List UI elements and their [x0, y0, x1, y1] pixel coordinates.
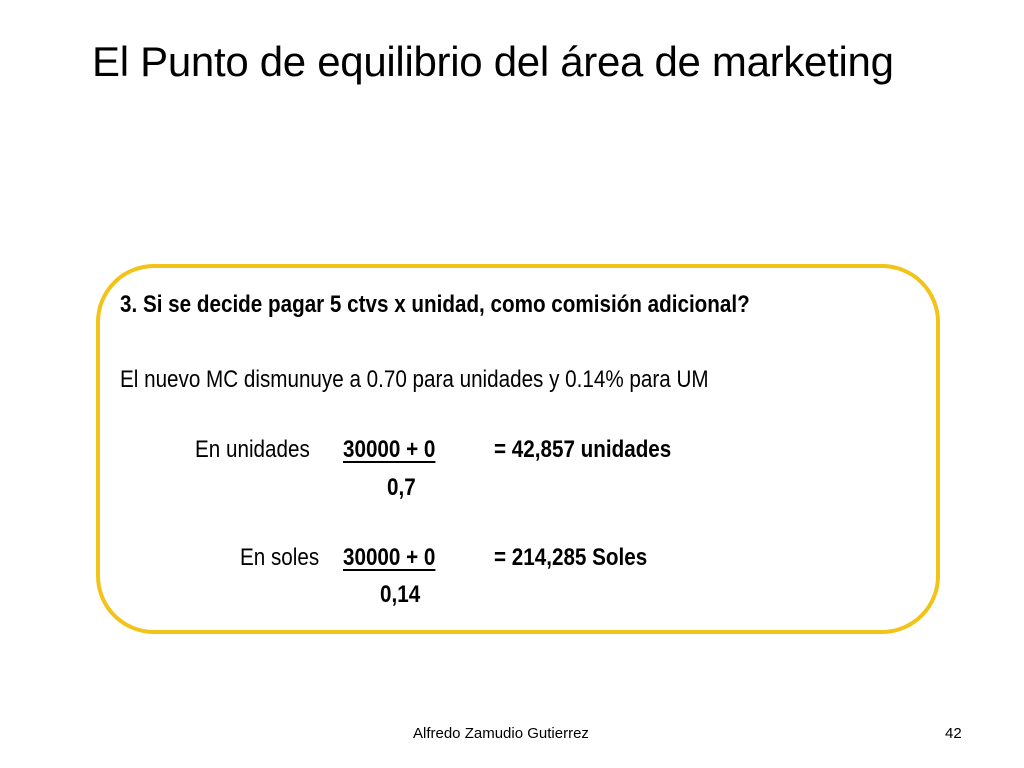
content-box — [96, 264, 940, 634]
slide-title: El Punto de equilibrio del área de marke… — [92, 38, 894, 85]
units-denominator: 0,7 — [387, 474, 416, 501]
units-label: En unidades — [195, 436, 310, 463]
soles-numerator: 30000 + 0 — [343, 544, 436, 571]
page-number: 42 — [945, 725, 962, 742]
soles-denominator: 0,14 — [380, 581, 421, 608]
footer-author: Alfredo Zamudio Gutierrez — [413, 725, 589, 742]
soles-result: = 214,285 Soles — [494, 544, 648, 571]
soles-label: En soles — [240, 544, 320, 571]
statement-text: El nuevo MC dismunuye a 0.70 para unidad… — [120, 366, 709, 393]
question-text: 3. Si se decide pagar 5 ctvs x unidad, c… — [120, 291, 750, 318]
units-numerator: 30000 + 0 — [343, 436, 436, 463]
units-result: = 42,857 unidades — [494, 436, 672, 463]
